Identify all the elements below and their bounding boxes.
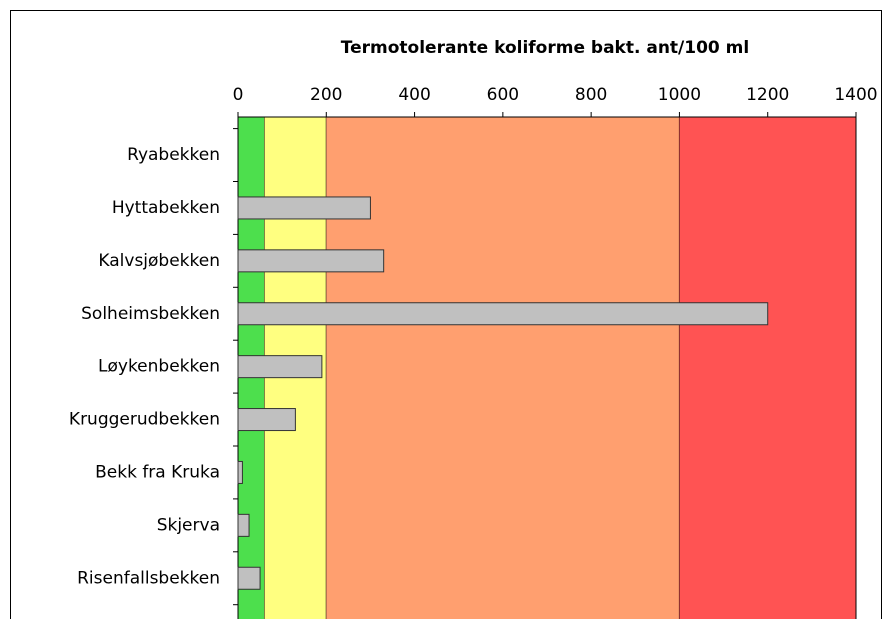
y-tick-label: Hyttabekken (112, 198, 220, 218)
x-tick-label: 800 (575, 85, 607, 105)
y-tick-label: Kalvsjøbekken (98, 251, 220, 271)
x-tick-label: 1200 (746, 85, 789, 105)
x-tick-label: 0 (233, 85, 244, 105)
bar (237, 513, 250, 537)
bar (237, 196, 371, 220)
bar (237, 355, 323, 379)
x-tick-label: 200 (310, 85, 342, 105)
y-tick-label: Kruggerudbekken (69, 410, 220, 430)
y-tick-label: Løykenbekken (98, 357, 220, 377)
y-tick-label: Bekk fra Kruka (95, 462, 220, 482)
bar (237, 249, 385, 273)
y-tick-label: Risenfallsbekken (77, 568, 220, 588)
y-tick-label: Ryabekken (127, 145, 220, 165)
bar (237, 566, 261, 590)
bar (237, 408, 296, 432)
x-tick-label: 1000 (658, 85, 701, 105)
threshold-band (326, 117, 680, 619)
x-tick-label: 600 (487, 85, 519, 105)
x-tick-label: 400 (398, 85, 430, 105)
chart-title: Termotolerante koliforme bakt. ant/100 m… (341, 38, 749, 58)
bar (237, 302, 769, 326)
x-tick-label: 1400 (834, 85, 877, 105)
bar (237, 460, 243, 484)
threshold-band (679, 117, 856, 619)
y-tick-label: Skjerva (157, 515, 220, 535)
y-tick-label: Solheimsbekken (81, 304, 220, 324)
